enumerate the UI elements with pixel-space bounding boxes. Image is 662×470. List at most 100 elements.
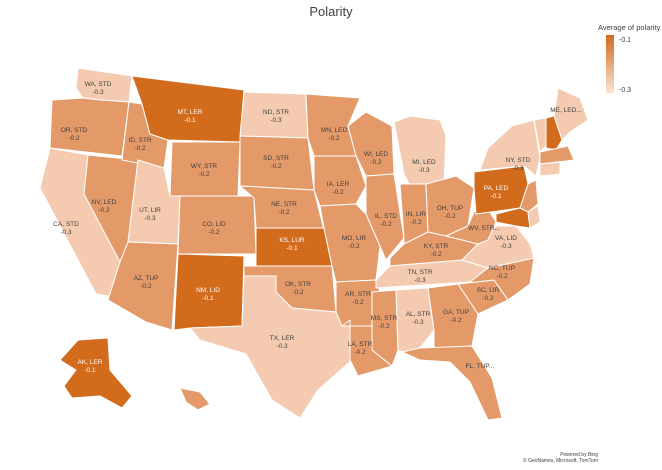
state-value-pa: -0.1	[490, 193, 502, 200]
state-value-nc: -0.2	[496, 273, 508, 280]
state-label-nd: ND, STR	[263, 109, 289, 116]
state-label-co: CO, LID	[202, 221, 226, 228]
state-value-wi: -0.2	[370, 159, 382, 166]
state-value-or: -0.2	[68, 135, 80, 142]
attribution: Powered by Bing © GeoNames, Microsoft, T…	[523, 452, 598, 464]
state-label-mo: MO, LIR	[342, 235, 367, 242]
state-label-va: VA, LID	[495, 235, 517, 242]
state-value-az: -0.2	[140, 283, 152, 290]
state-value-ne: -0.2	[278, 209, 290, 216]
state-value-nd: -0.3	[270, 117, 282, 124]
state-value-tn: -0.3	[414, 277, 426, 284]
map-title: Polarity	[309, 4, 353, 19]
state-ms[interactable]	[371, 289, 399, 367]
state-value-mi: -0.3	[418, 167, 430, 174]
state-label-wy: WY, STR	[191, 163, 218, 170]
state-mt[interactable]	[131, 75, 245, 143]
state-value-mo: -0.2	[348, 243, 360, 250]
state-label-wv: WV, STR...	[468, 225, 500, 232]
state-value-ok: -0.2	[292, 289, 304, 296]
state-label-ne: NE, STR	[271, 201, 297, 208]
state-value-nv: -0.2	[98, 207, 110, 214]
state-il[interactable]	[365, 173, 405, 261]
legend: Average of polarity -0.1 -0.3	[598, 23, 662, 103]
state-hi[interactable]	[179, 387, 211, 411]
state-label-me: ME, LED...	[550, 107, 582, 114]
state-label-ut: UT, LIR	[139, 207, 161, 214]
legend-min-label: -0.3	[619, 87, 632, 94]
state-label-tn: TN, STR	[407, 269, 433, 276]
state-label-ak: AK, LER	[78, 359, 103, 366]
state-value-mt: -0.1	[184, 117, 196, 124]
state-label-ms: MS, STR	[371, 315, 398, 322]
attribution-copyright: © GeoNames, Microsoft, TomTom	[523, 458, 598, 464]
state-value-sc: -0.2	[482, 295, 494, 302]
attribution-powered-by: Powered by Bing	[560, 452, 598, 458]
state-value-wa: -0.3	[92, 89, 104, 96]
state-value-ks: -0.1	[286, 245, 298, 252]
state-label-il: IL, STD	[375, 213, 397, 220]
state-value-ky: -0.2	[430, 251, 442, 258]
state-label-ky: KY, STR	[424, 243, 449, 250]
state-label-sd: SD, STR	[263, 155, 289, 162]
state-value-la: -0.2	[354, 349, 366, 356]
state-value-ar: -0.2	[352, 299, 364, 306]
state-value-ga: -0.2	[450, 317, 462, 324]
state-value-mn: -0.2	[328, 135, 340, 142]
state-label-id: ID, STR	[128, 137, 151, 144]
state-value-id: -0.2	[134, 145, 146, 152]
legend-max-label: -0.1	[619, 37, 632, 44]
state-ma[interactable]	[539, 145, 575, 165]
state-label-pa: PA, LED	[484, 185, 509, 192]
state-label-tx: TX, LER	[270, 335, 295, 342]
state-value-ca: -0.3	[60, 229, 72, 236]
state-value-ny: -0.3	[512, 165, 524, 172]
state-tx[interactable]	[189, 275, 353, 419]
state-label-ks: KS, LUR	[279, 237, 305, 244]
state-label-ia: IA, LER	[327, 181, 350, 188]
state-label-al: AL, STR	[406, 311, 431, 318]
state-value-al: -0.3	[412, 319, 424, 326]
state-ny[interactable]	[479, 119, 541, 177]
state-value-oh: -0.2	[444, 213, 456, 220]
state-value-sd: -0.2	[270, 163, 282, 170]
state-label-mi: MI, LED	[412, 159, 436, 166]
state-label-wa: WA, STD	[85, 81, 112, 88]
state-ct[interactable]	[539, 161, 561, 177]
legend-gradient	[606, 35, 614, 93]
state-label-oh: OH, TUP	[437, 205, 463, 212]
state-ak[interactable]	[59, 337, 133, 409]
state-label-mn: MN, LED	[321, 127, 348, 134]
legend-title: Average of polarity	[598, 23, 661, 32]
state-nj[interactable]	[519, 179, 539, 213]
state-value-in: -0.2	[410, 219, 422, 226]
state-label-or: OR, STD	[61, 127, 88, 134]
state-label-sc: SC, LIR	[477, 287, 500, 294]
state-value-nm: -0.1	[202, 295, 214, 302]
state-de[interactable]	[527, 205, 541, 229]
state-value-il: -0.2	[380, 221, 392, 228]
state-label-nv: NV, LED	[92, 199, 117, 206]
state-label-in: IN, LIR	[406, 211, 427, 218]
state-label-ca: CA, STD	[53, 221, 79, 228]
state-label-az: AZ, TUP	[134, 275, 159, 282]
state-label-la: LA, STR	[348, 341, 373, 348]
state-label-mt: MT, LER	[178, 109, 203, 116]
state-label-fl: FL, TUP...	[466, 363, 495, 370]
state-value-ms: -0.2	[378, 323, 390, 330]
state-fl[interactable]	[401, 345, 503, 421]
state-label-ny: NY, STD	[506, 157, 531, 164]
state-label-nm: NM, LID	[196, 287, 220, 294]
state-label-ga: GA, TUP	[443, 309, 469, 316]
state-label-nc: NC, TUP	[489, 265, 515, 272]
state-label-ok: OK, STR	[285, 281, 311, 288]
state-value-ak: -0.1	[84, 367, 96, 374]
state-label-ar: AR, STR	[345, 291, 371, 298]
state-mi[interactable]	[393, 115, 447, 187]
state-nh[interactable]	[545, 115, 563, 151]
state-value-co: -0.2	[208, 229, 220, 236]
state-value-ut: -0.3	[144, 215, 156, 222]
state-label-wi: WI, LED	[364, 151, 389, 158]
state-value-ia: -0.2	[332, 189, 344, 196]
